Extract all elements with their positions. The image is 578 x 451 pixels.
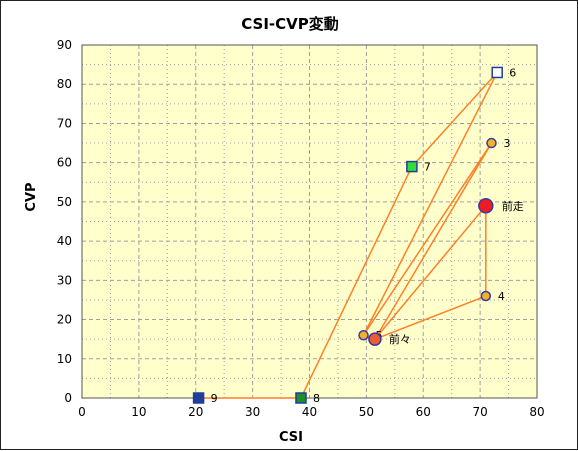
y-axis-ticks: 0 10 20 30 40 50 60 70 80 90 bbox=[57, 38, 72, 405]
x-tick-label: 80 bbox=[529, 405, 544, 419]
point-marker-7 bbox=[406, 160, 418, 173]
y-tick-label: 30 bbox=[57, 273, 72, 287]
y-tick-label: 80 bbox=[57, 77, 72, 91]
point-label-前々: 前々 bbox=[389, 332, 411, 346]
y-tick-label: 90 bbox=[57, 38, 72, 52]
point-label-8: 8 bbox=[313, 392, 320, 405]
point-marker-6 bbox=[491, 66, 503, 79]
point-marker-9 bbox=[192, 392, 205, 404]
x-tick-label: 70 bbox=[472, 405, 487, 419]
series-segment bbox=[362, 142, 493, 336]
y-tick-label: 40 bbox=[57, 234, 72, 248]
point-label-7: 7 bbox=[424, 161, 431, 174]
y-tick-label: 0 bbox=[64, 391, 72, 405]
x-axis-ticks: 0 10 20 30 40 50 60 70 80 bbox=[78, 405, 544, 419]
y-tick-label: 60 bbox=[57, 156, 72, 170]
series-segment bbox=[374, 142, 493, 340]
point-label-3: 3 bbox=[504, 137, 511, 150]
chart-title: CSI-CVP変動 bbox=[241, 15, 339, 33]
x-tick-label: 60 bbox=[416, 405, 431, 419]
series-segment bbox=[411, 71, 498, 168]
series-segment bbox=[374, 205, 487, 340]
series-segment bbox=[374, 295, 487, 340]
point-marker-5 bbox=[358, 329, 369, 341]
x-axis-label: CSI bbox=[279, 430, 303, 445]
point-marker-前々 bbox=[368, 332, 382, 346]
y-tick-label: 50 bbox=[57, 195, 72, 209]
y-axis-label: CVP bbox=[24, 182, 39, 211]
point-label-4: 4 bbox=[498, 290, 505, 303]
point-label-9: 9 bbox=[211, 392, 218, 405]
point-marker-3 bbox=[486, 137, 497, 149]
series-segment bbox=[362, 72, 498, 336]
y-tick-label: 70 bbox=[57, 116, 72, 130]
x-tick-label: 50 bbox=[359, 405, 374, 419]
data-points: 9876543前々前走 bbox=[192, 66, 524, 405]
x-tick-label: 20 bbox=[188, 405, 203, 419]
point-label-前走: 前走 bbox=[502, 199, 524, 213]
x-tick-label: 30 bbox=[245, 405, 260, 419]
series-segment bbox=[300, 166, 413, 399]
point-marker-前走 bbox=[478, 198, 494, 214]
y-tick-label: 20 bbox=[57, 313, 72, 327]
point-marker-4 bbox=[480, 290, 492, 302]
y-tick-label: 10 bbox=[57, 352, 72, 366]
plot-border bbox=[81, 44, 538, 399]
x-tick-label: 40 bbox=[302, 405, 317, 419]
x-tick-label: 0 bbox=[78, 405, 86, 419]
point-marker-8 bbox=[295, 392, 307, 404]
series-lines bbox=[198, 71, 498, 399]
x-tick-label: 10 bbox=[131, 405, 146, 419]
point-label-6: 6 bbox=[509, 66, 516, 79]
